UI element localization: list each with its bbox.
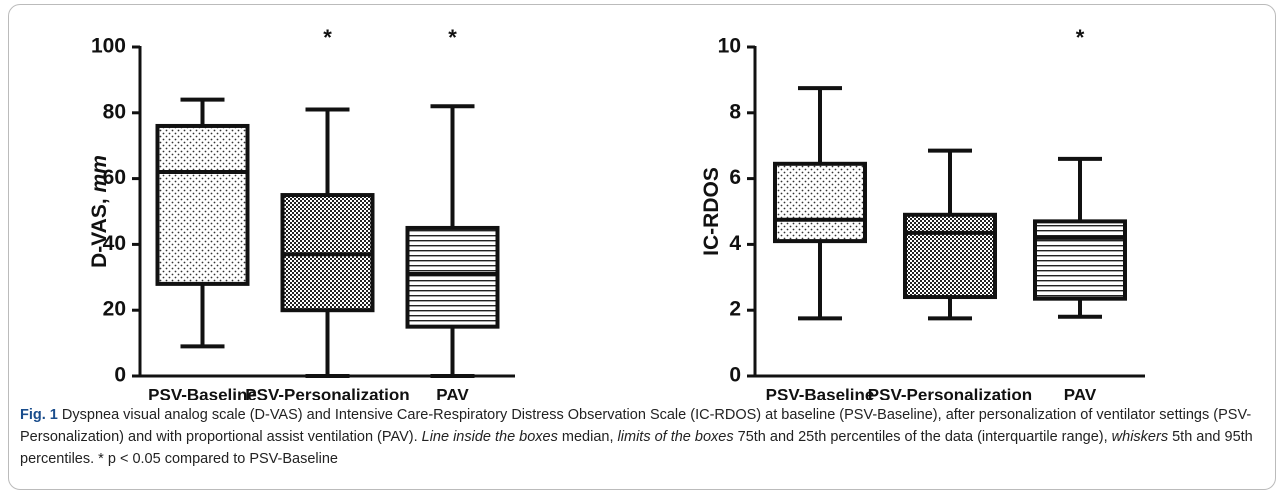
y-axis-label-text: IC-RDOS <box>700 167 723 256</box>
x-tick-label: PSV-Baseline <box>766 385 875 400</box>
figure-label: Fig. 1 <box>20 407 58 423</box>
y-tick-label: 2 <box>729 298 741 321</box>
box <box>405 225 500 329</box>
x-tick-label: PAV <box>436 385 469 400</box>
y-tick-label: 8 <box>729 100 741 123</box>
caption-text: limits of the boxes <box>617 429 734 445</box>
x-tick-label: PAV <box>1064 385 1097 400</box>
y-axis-label-unit: mm <box>88 155 111 192</box>
y-tick-label: 80 <box>103 100 126 123</box>
y-tick-label: 100 <box>91 35 126 58</box>
box <box>1033 219 1127 301</box>
caption-text: Dyspnea visual analog scale (D-VAS) and … <box>20 407 1252 445</box>
y-tick-label: 0 <box>729 364 741 387</box>
box <box>903 212 997 300</box>
y-tick-label: 60 <box>103 166 126 189</box>
box <box>773 161 867 244</box>
y-axis-label: D-VAS, mm <box>88 155 111 268</box>
x-tick-label: PSV-Personalization <box>245 385 409 400</box>
x-tick-label: PSV-Baseline <box>148 385 257 400</box>
y-axis-label: IC-RDOS <box>700 167 723 256</box>
caption-text: whiskers <box>1111 429 1169 445</box>
box <box>155 123 250 286</box>
x-tick-label: PSV-Personalization <box>868 385 1032 400</box>
caption-text: median, <box>557 429 618 445</box>
caption-text: 75th and 25th percentiles of the data (i… <box>733 429 1112 445</box>
y-axis-label-text: D-VAS, <box>88 198 111 268</box>
y-tick-label: 40 <box>103 232 126 255</box>
caption-text: 5th and 95th percentiles. * p < 0.05 com… <box>20 429 1253 467</box>
significance-marker: * <box>323 25 332 50</box>
caption-text: Line inside the boxes <box>421 429 558 445</box>
y-tick-label: 20 <box>103 298 126 321</box>
y-tick-label: 0 <box>114 364 126 387</box>
y-tick-label: 10 <box>718 35 741 58</box>
figure-frame <box>8 4 1276 490</box>
significance-marker: * <box>448 25 457 50</box>
y-tick-label: 4 <box>729 232 741 255</box>
significance-marker: * <box>1076 25 1085 50</box>
caption: Fig. 1 Dyspnea visual analog scale (D-VA… <box>20 404 1265 470</box>
y-tick-label: 6 <box>729 166 741 189</box>
